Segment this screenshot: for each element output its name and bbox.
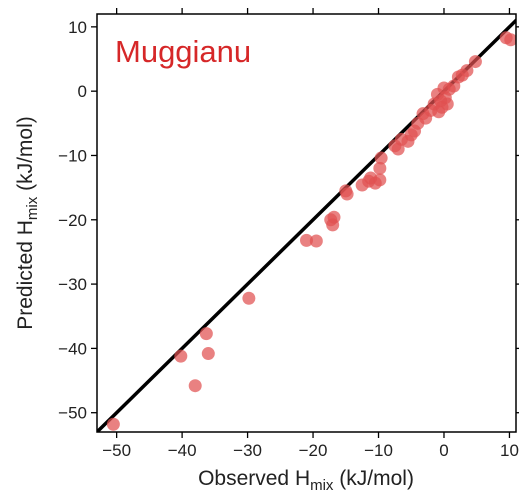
data-point [201,347,215,361]
x-tick-label: 10 [500,441,519,460]
y-axis-label-unit: (kJ/mol) [14,116,37,197]
plot-frame [96,13,517,433]
data-point [440,97,454,111]
y-axis-label-main: Predicted H [14,220,37,330]
y-tick-label: −10 [58,146,87,165]
y-axis-label-subscript: mix [24,196,41,220]
x-axis-label-subscript: mix [310,477,334,493]
x-tick-label: 0 [439,441,448,460]
data-point [373,173,387,187]
x-axis-label-main: Observed H [198,467,310,490]
data-point [340,187,354,201]
points-layer [106,31,516,431]
data-point [199,327,213,341]
data-point [504,33,516,47]
data-point [460,64,474,78]
x-tick-label: −50 [102,441,131,460]
y-tick-label: −20 [58,211,87,230]
data-point [327,210,341,224]
data-point [300,233,313,247]
data-point [242,291,256,305]
x-axis-ticks: −50 −40 −30 −20 −10 0 10 [102,8,519,460]
data-point [106,417,120,431]
data-point [174,349,188,363]
y-axis-ticks: −50 −40 −30 −20 −10 0 10 [58,18,519,423]
data-point [374,151,388,165]
y-tick-label: 0 [78,82,87,101]
x-tick-label: −10 [364,441,393,460]
y-tick-label: −50 [58,404,87,423]
data-point [468,55,482,69]
x-axis-label: Observed Hmix (kJ/mol) [198,467,414,493]
data-point [309,234,323,248]
y-tick-label: −30 [58,275,87,294]
data-point [188,379,202,393]
y-axis-label: Predicted Hmix (kJ/mol) [14,116,41,330]
y-tick-label: −40 [58,339,87,358]
y-tick-label: 10 [68,18,87,37]
x-tick-label: −20 [299,441,328,460]
x-tick-label: −40 [168,441,197,460]
chart-title: Muggianu [115,34,251,69]
x-tick-label: −30 [233,441,262,460]
x-axis-label-unit: (kJ/mol) [333,467,414,490]
data-point [373,161,387,175]
